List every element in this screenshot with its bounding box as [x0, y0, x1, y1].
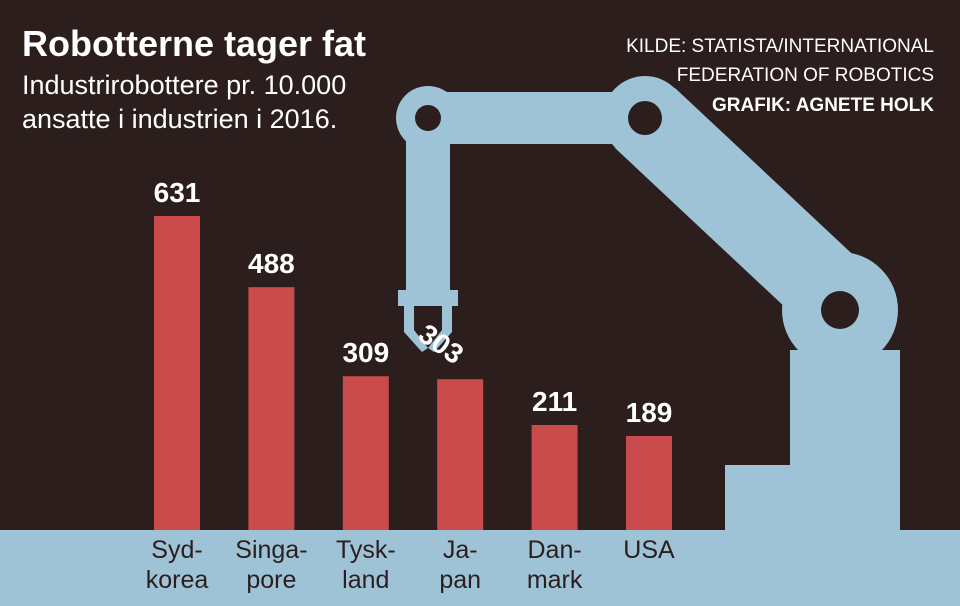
x-tick-label: mark — [527, 566, 583, 594]
source: FEDERATION OF ROBOTICS — [677, 65, 934, 86]
x-tick-label: Singa- — [235, 536, 307, 564]
subtitle: ansatte i industrien i 2016. — [22, 104, 337, 134]
floor — [0, 530, 960, 606]
x-tick-label: korea — [146, 566, 209, 594]
x-tick-label: Dan- — [528, 536, 582, 564]
x-tick-label: USA — [623, 536, 675, 564]
chart-title: Robotterne tager fat — [22, 23, 366, 64]
robot-joints — [415, 101, 859, 329]
source: KILDE: STATISTA/INTERNATIONAL — [626, 36, 934, 57]
x-tick-label: land — [342, 566, 389, 594]
value-label: 189 — [626, 397, 673, 428]
x-tick-label: Tysk- — [336, 536, 396, 564]
bar — [342, 376, 389, 530]
bar — [626, 435, 672, 530]
x-tick-label: pan — [439, 566, 481, 594]
x-tick-label: Ja- — [443, 536, 478, 564]
bar — [531, 425, 578, 530]
value-label: 488 — [248, 248, 295, 279]
x-tick-label: pore — [246, 566, 296, 594]
value-label: 631 — [154, 177, 201, 208]
value-label: 309 — [342, 337, 389, 368]
subtitle: Industrirobottere pr. 10.000 — [22, 70, 346, 100]
bar — [154, 216, 200, 530]
value-label: 211 — [532, 386, 577, 417]
bar — [248, 287, 295, 530]
x-tick-label: Syd- — [151, 536, 202, 564]
bar — [437, 379, 484, 530]
credit: GRAFIK: AGNETE HOLK — [712, 95, 934, 116]
